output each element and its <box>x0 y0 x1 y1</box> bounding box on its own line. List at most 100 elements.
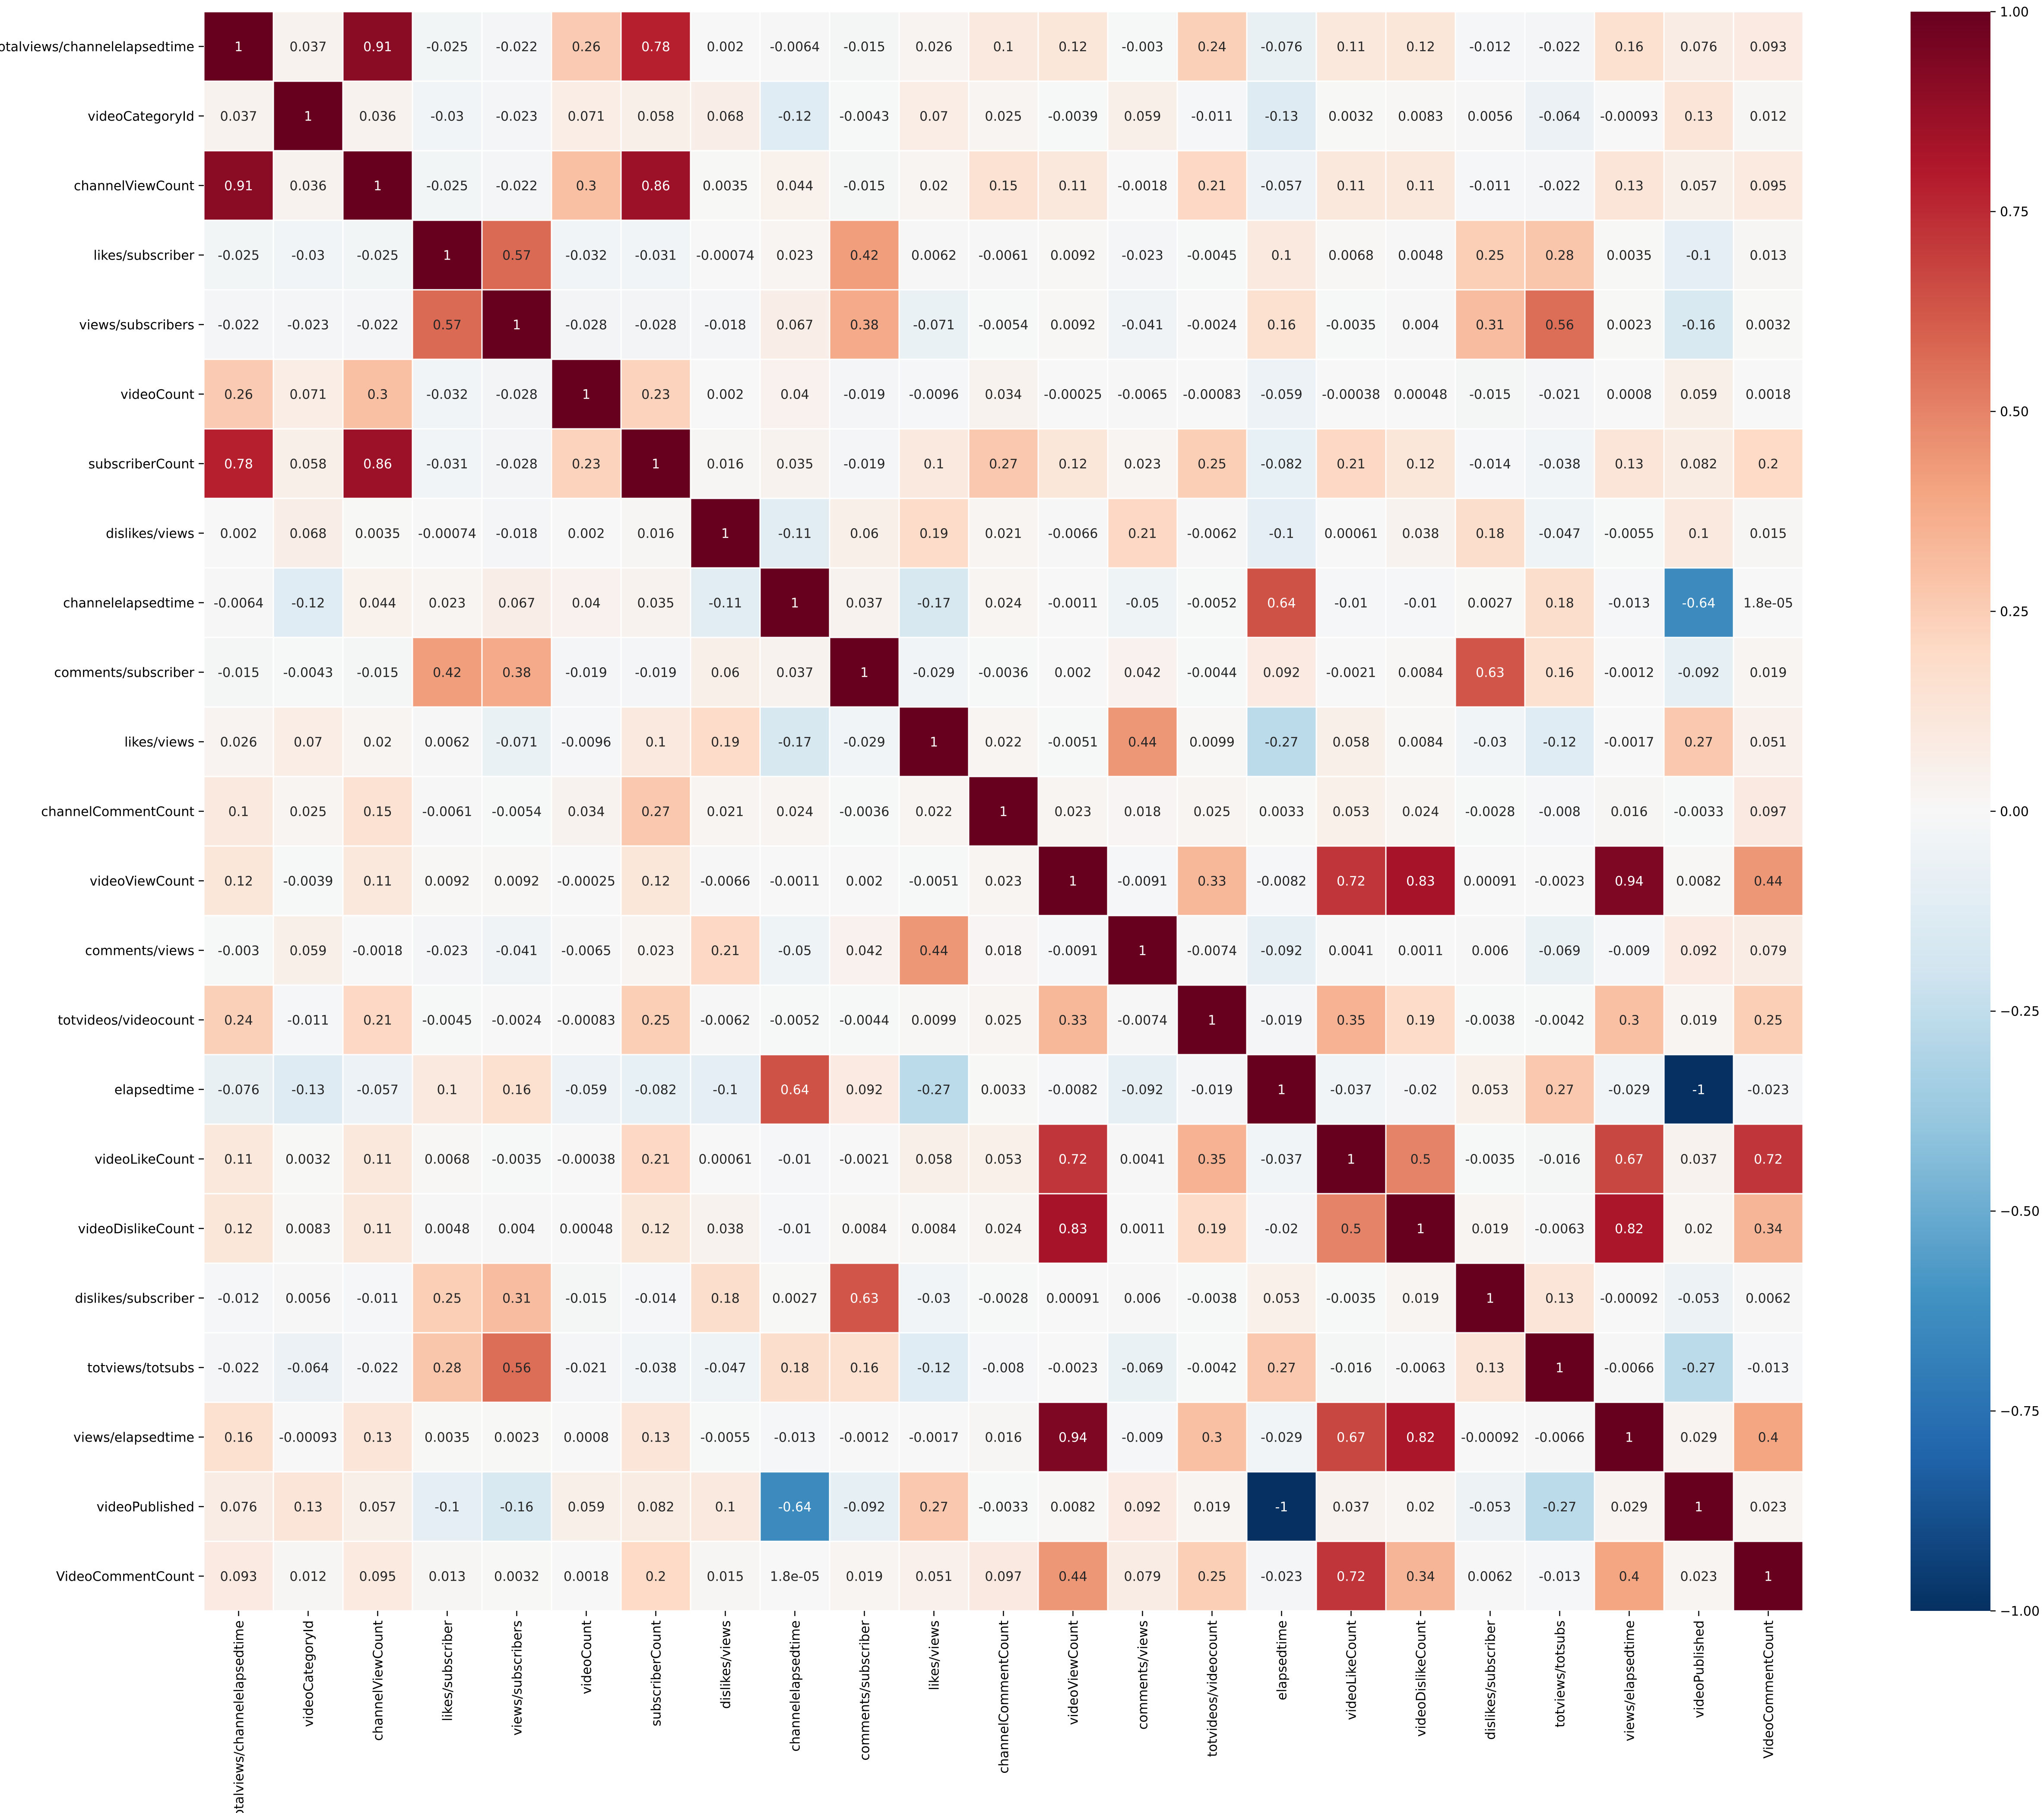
heatmap-cell <box>690 915 761 986</box>
cell-annotation: 0.23 <box>572 456 601 472</box>
cell-annotation: 0.024 <box>985 596 1022 611</box>
y-tick-label: subscriberCount <box>89 456 195 472</box>
heatmap-cell <box>1663 1401 1734 1473</box>
heatmap-cell <box>1455 1193 1526 1264</box>
cell-annotation: 0.004 <box>1402 317 1439 333</box>
cell-annotation: 0.068 <box>707 109 744 124</box>
cell-annotation: 0.0056 <box>285 1291 331 1306</box>
cell-annotation: 0.002 <box>707 387 744 402</box>
cell-annotation: 0.02 <box>363 735 392 750</box>
cell-annotation: -0.17 <box>778 735 812 750</box>
cell-annotation: 0.0033 <box>1259 804 1304 819</box>
heatmap-cell <box>1176 1123 1248 1195</box>
heatmap-cell <box>620 1332 691 1403</box>
heatmap-cell <box>620 1540 691 1612</box>
heatmap-cell <box>203 1540 274 1612</box>
heatmap-cell <box>481 567 552 638</box>
heatmap-cell <box>690 845 761 916</box>
cell-annotation: -0.032 <box>565 248 607 263</box>
heatmap-cell <box>1733 80 1804 152</box>
cell-annotation: -0.0065 <box>561 943 612 958</box>
cell-annotation: 1 <box>374 178 382 193</box>
cell-annotation: -0.03 <box>917 1291 951 1306</box>
cell-annotation: -0.022 <box>1539 178 1581 193</box>
cell-annotation: -0.022 <box>496 39 538 54</box>
heatmap-cell <box>690 358 761 430</box>
cell-annotation: 0.16 <box>1267 317 1296 333</box>
x-tick-label: videoDislikeCount <box>1413 1620 1429 1737</box>
cell-annotation: -0.057 <box>1261 178 1302 193</box>
heatmap-cell <box>1733 567 1804 638</box>
heatmap-cell <box>481 915 552 986</box>
heatmap-cell <box>1176 706 1248 777</box>
colorbar-tick-label: −0.25 <box>2000 1004 2040 1019</box>
cell-annotation: -0.071 <box>496 735 538 750</box>
cell-annotation: 0.016 <box>707 456 744 472</box>
y-tick-label: comments/subscriber <box>54 665 194 680</box>
cell-annotation: -0.0011 <box>770 874 820 889</box>
cell-annotation: -0.0065 <box>1118 387 1168 402</box>
heatmap-cell <box>1315 150 1387 221</box>
cell-annotation: 0.0082 <box>1050 1499 1096 1515</box>
heatmap-cell <box>759 219 830 291</box>
cell-annotation: 0.0048 <box>425 1221 470 1236</box>
colorbar-tick-label: 0.25 <box>2000 604 2029 619</box>
cell-annotation: 0.071 <box>290 387 327 402</box>
cell-annotation: 0.0011 <box>1398 943 1443 958</box>
cell-annotation: 0.25 <box>1754 1013 1783 1028</box>
cell-annotation: -0.019 <box>565 665 607 680</box>
cell-annotation: 0.28 <box>1545 248 1574 263</box>
cell-annotation: -0.011 <box>287 1013 329 1028</box>
heatmap-cell <box>551 358 622 430</box>
cell-annotation: -0.0024 <box>492 1013 542 1028</box>
cell-annotation: -0.031 <box>635 248 677 263</box>
heatmap-cell <box>551 1540 622 1612</box>
cell-annotation: 0.012 <box>290 1569 327 1584</box>
heatmap-cell <box>273 289 344 360</box>
cell-annotation: -0.00038 <box>557 1152 615 1167</box>
colorbar: 1.00 0.75 0.50 0.25 0.00 −0.25 −0.50 −0.75 −1.00 <box>1911 5 2040 1619</box>
heatmap-cell <box>551 428 622 499</box>
cell-annotation: 0.0032 <box>494 1569 539 1584</box>
heatmap-cell <box>1455 1471 1526 1542</box>
cell-annotation: -0.069 <box>1122 1360 1163 1376</box>
cell-annotation: 0.019 <box>1402 1291 1439 1306</box>
heatmap-cell <box>1594 706 1665 777</box>
heatmap-cell <box>1594 498 1665 569</box>
heatmap-cell <box>690 1332 761 1403</box>
heatmap-cell <box>481 1123 552 1195</box>
heatmap-cell <box>1037 498 1109 569</box>
heatmap-cell <box>1733 1262 1804 1334</box>
cell-annotation: 0.16 <box>1615 39 1644 54</box>
cell-annotation: -0.003 <box>218 943 260 958</box>
cell-annotation: -0.019 <box>1261 1013 1302 1028</box>
heatmap-cell <box>412 428 483 499</box>
heatmap-cell <box>829 984 900 1055</box>
heatmap-cell <box>759 289 830 360</box>
heatmap-cell <box>412 219 483 291</box>
heatmap-cell <box>898 637 970 708</box>
cell-annotation: -0.27 <box>1543 1499 1577 1515</box>
heatmap-cell <box>1663 1332 1734 1403</box>
heatmap-cell <box>759 776 830 847</box>
heatmap-cell <box>829 1471 900 1542</box>
heatmap-cell <box>1107 915 1178 986</box>
cell-annotation: -0.038 <box>1539 456 1581 472</box>
heatmap-cell <box>481 637 552 708</box>
cell-annotation: -0.015 <box>357 665 399 680</box>
cell-annotation: 1 <box>1347 1152 1355 1167</box>
cell-annotation: -0.0051 <box>909 874 959 889</box>
heatmap-cell <box>1663 984 1734 1055</box>
heatmap-cell <box>342 1054 413 1125</box>
cell-annotation: -0.023 <box>1261 1569 1302 1584</box>
cell-annotation: 0.44 <box>1754 874 1783 889</box>
heatmap-cell <box>759 706 830 777</box>
heatmap-cell <box>203 845 274 916</box>
cell-annotation: 0.0008 <box>1607 387 1652 402</box>
heatmap-cell <box>1594 1332 1665 1403</box>
heatmap-cell <box>829 1262 900 1334</box>
heatmap-cell <box>1246 428 1317 499</box>
heatmap-cell <box>1385 219 1456 291</box>
heatmap-cell <box>1594 289 1665 360</box>
heatmap-cell <box>1663 776 1734 847</box>
